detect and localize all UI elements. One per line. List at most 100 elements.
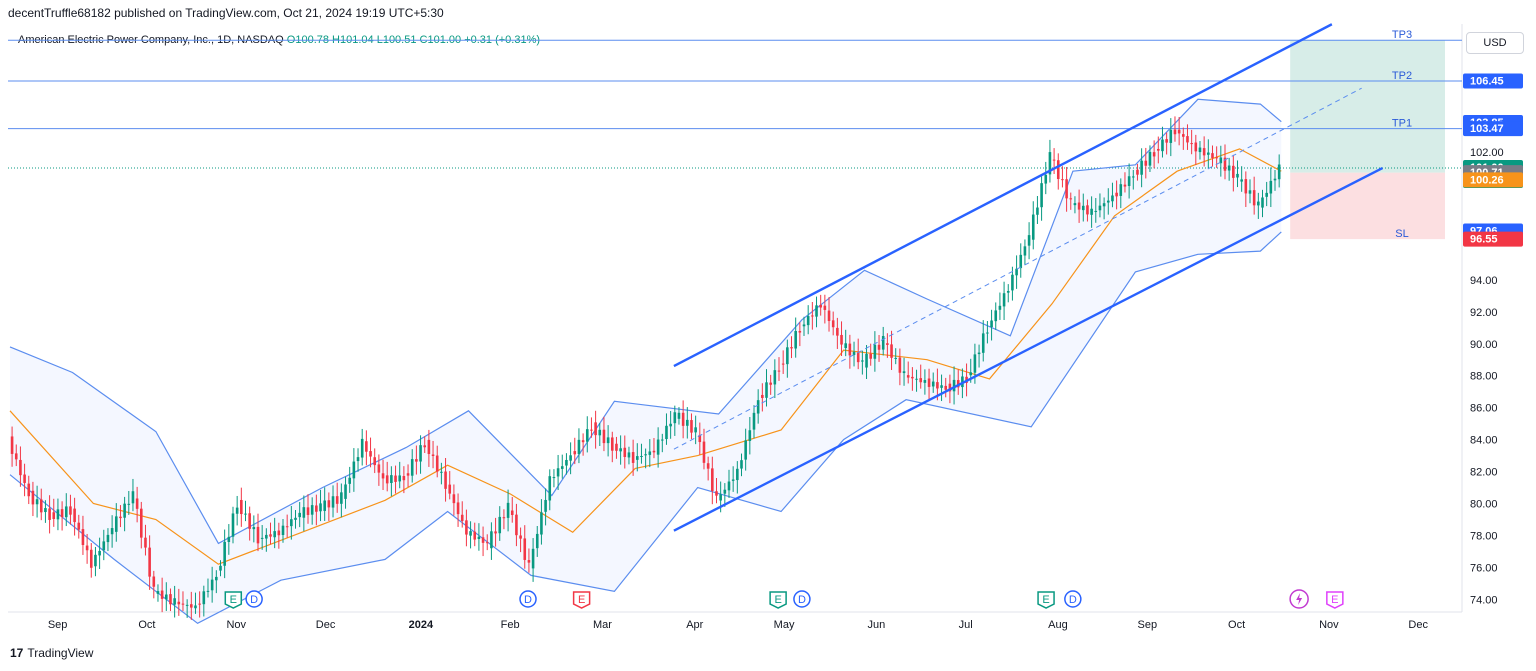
earnings-icon-letter: E: [578, 594, 585, 606]
candle-body: [806, 316, 810, 326]
candle-body: [823, 305, 827, 310]
candle-body: [114, 516, 118, 532]
candle-body: [1002, 293, 1006, 307]
x-tick-label: Oct: [138, 619, 155, 631]
candle-body: [1182, 134, 1185, 137]
candle-body: [360, 438, 364, 458]
candle-body: [340, 492, 343, 504]
candle-body: [502, 517, 506, 519]
candle-body: [256, 526, 260, 544]
candle-body: [381, 473, 385, 479]
candle-body: [1144, 160, 1148, 166]
candle-body: [802, 324, 806, 327]
candle-body: [1098, 205, 1102, 211]
candle-body: [765, 382, 768, 398]
candle-body: [1232, 165, 1235, 178]
candle-body: [577, 439, 581, 455]
candle-body: [294, 517, 297, 520]
candle-body: [1194, 142, 1198, 152]
currency-button[interactable]: USD: [1466, 32, 1524, 54]
candle-body: [660, 439, 664, 441]
candle-body: [1240, 179, 1243, 182]
candle-body: [798, 330, 802, 333]
candle-body: [552, 477, 556, 479]
candle-body: [786, 347, 789, 365]
candle-body: [610, 437, 614, 451]
y-tick-label: 76.00: [1470, 562, 1498, 574]
candle-body: [706, 463, 710, 469]
y-tick-label: 86.00: [1470, 403, 1498, 415]
candle-body: [694, 427, 697, 433]
candle-body: [156, 591, 160, 594]
candle-body: [1173, 129, 1177, 135]
candle-body: [348, 477, 351, 484]
y-tick-label: 90.00: [1470, 339, 1498, 351]
candle-body: [606, 437, 610, 444]
candle-body: [1207, 152, 1210, 155]
candle-body: [1048, 152, 1052, 175]
candle-body: [1177, 129, 1181, 134]
candle-body: [1027, 235, 1031, 246]
earnings-icon-letter: E: [774, 594, 781, 606]
candle-body: [498, 516, 502, 534]
candle-body: [290, 519, 293, 527]
candle-body: [727, 481, 731, 491]
candle-body: [1036, 207, 1039, 215]
profit-zone: [1290, 40, 1445, 173]
candle-body: [89, 549, 93, 568]
candle-body: [110, 528, 114, 535]
candle-body: [85, 545, 89, 551]
candle-body: [1261, 197, 1264, 208]
candle-body: [815, 305, 818, 317]
candle-body: [948, 383, 952, 392]
candle-body: [1073, 203, 1077, 206]
candle-body: [185, 604, 189, 606]
x-tick-label: Dec: [1408, 619, 1428, 631]
candle-body: [377, 464, 381, 473]
publisher-line: decentTruffle68182 published on TradingV…: [8, 6, 444, 20]
candle-body: [977, 352, 981, 355]
candle-body: [852, 351, 856, 355]
candle-body: [244, 513, 247, 515]
candle-body: [1086, 205, 1089, 215]
candle-body: [344, 484, 347, 499]
candle-body: [1227, 165, 1231, 171]
candle-body: [165, 594, 168, 600]
candle-body: [894, 357, 898, 359]
y-tick-label: 84.00: [1470, 435, 1498, 447]
candle-body: [565, 459, 568, 466]
x-tick-label: Sep: [1137, 619, 1157, 631]
candle-body: [1090, 208, 1093, 215]
candle-body: [740, 460, 743, 469]
candle-body: [1236, 173, 1239, 178]
candle-body: [819, 304, 822, 308]
candle-body: [756, 400, 760, 414]
candle-body: [394, 475, 397, 482]
candle-body: [281, 525, 285, 536]
candle-body: [673, 412, 677, 424]
x-tick-label: Nov: [226, 619, 246, 631]
candle-body: [994, 310, 998, 322]
candle-body: [594, 422, 597, 436]
candle-body: [444, 471, 447, 489]
candle-body: [94, 554, 97, 567]
candle-body: [144, 537, 147, 548]
y-tick-label: 92.00: [1470, 307, 1498, 319]
candle-body: [840, 334, 843, 345]
candle-body: [402, 476, 406, 481]
candle-body: [181, 603, 185, 605]
candle-body: [711, 468, 714, 492]
candle-body: [465, 520, 468, 535]
candle-body: [39, 499, 43, 513]
candle-body: [1015, 268, 1018, 276]
candle-body: [423, 445, 427, 448]
candle-body: [869, 353, 873, 359]
candle-body: [861, 360, 864, 362]
price-badge-text: 103.47: [1470, 123, 1504, 135]
candle-body: [335, 496, 339, 504]
candle-body: [1265, 192, 1268, 197]
candle-body: [356, 457, 360, 462]
candle-body: [456, 502, 460, 515]
level-label-sl: SL: [1395, 228, 1408, 240]
